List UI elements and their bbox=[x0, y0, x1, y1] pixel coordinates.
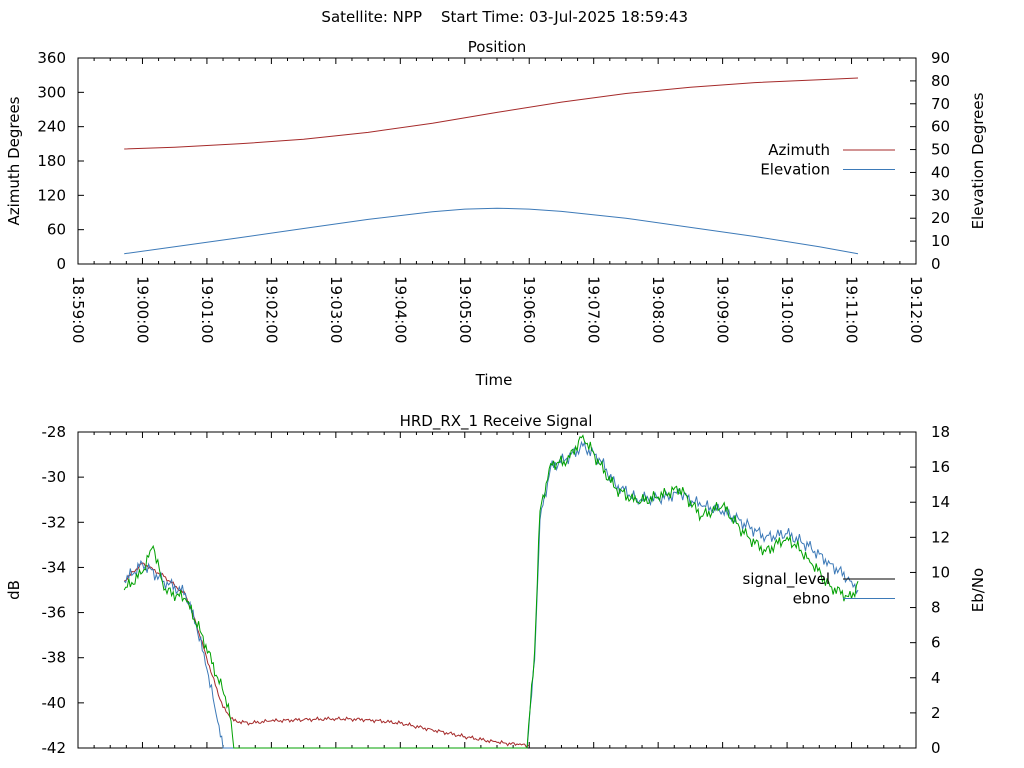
position-chart-title: Position bbox=[468, 38, 526, 56]
position-x-tick-label: 19:03:00 bbox=[327, 276, 345, 343]
position-y2-tick-label: 80 bbox=[931, 72, 950, 90]
signal-y-tick-label: -40 bbox=[42, 694, 67, 712]
ebno-axis-label: Eb/No bbox=[969, 568, 987, 612]
signal-y2-tick-label: 0 bbox=[931, 739, 941, 757]
position-y2-tick-label: 70 bbox=[931, 95, 950, 113]
position-x-tick-label: 19:11:00 bbox=[843, 276, 861, 343]
start-time-label: Start Time: 03-Jul-2025 18:59:43 bbox=[441, 8, 688, 26]
position-axes: 0 60 120 180 240 300 360 0 10 20 30 40 50 60 70 80 90 18:… bbox=[37, 49, 950, 343]
signal-y-tick-label: -34 bbox=[42, 558, 67, 576]
position-series-azimuth-line bbox=[124, 77, 859, 150]
position-y-tick-label: 300 bbox=[37, 83, 66, 101]
position-x-tick-label: 18:59:00 bbox=[69, 276, 87, 343]
position-legend: Azimuth Elevation bbox=[760, 141, 895, 179]
signal-y2-tick-label: 18 bbox=[931, 423, 950, 441]
signal-legend-label: signal_level bbox=[742, 570, 830, 589]
position-x-tick-label: 19:01:00 bbox=[198, 276, 216, 343]
signal-y2-tick-label: 2 bbox=[931, 704, 941, 722]
position-y-tick-label: 180 bbox=[37, 152, 66, 170]
signal-y2-tick-label: 6 bbox=[931, 634, 941, 652]
position-x-tick-label: 19:10:00 bbox=[778, 276, 796, 343]
position-x-tick-label: 19:00:00 bbox=[133, 276, 151, 343]
azimuth-axis-label: Azimuth Degrees bbox=[5, 96, 23, 225]
position-y2-tick-label: 10 bbox=[931, 232, 950, 250]
signal-series-ebno-line bbox=[123, 440, 859, 749]
position-y2-tick-label: 90 bbox=[931, 49, 950, 67]
signal-y2-tick-label: 10 bbox=[931, 563, 950, 581]
position-series bbox=[124, 77, 859, 255]
time-axis-label: Time bbox=[475, 371, 513, 389]
position-y2-tick-label: 40 bbox=[931, 163, 950, 181]
position-x-tick-label: 19:04:00 bbox=[391, 276, 409, 343]
signal-axes: -42 -40 -38 -36 -34 -32 -30 -28 0 2 4 6 8 10 12 14 16 18 bbox=[42, 423, 951, 757]
position-x-tick-label: 19:09:00 bbox=[714, 276, 732, 343]
position-y2-tick-label: 50 bbox=[931, 141, 950, 159]
signal-series bbox=[123, 434, 859, 749]
signal-y2-tick-label: 14 bbox=[931, 493, 950, 511]
signal-y-tick-label: -36 bbox=[42, 604, 67, 622]
signal-y2-tick-label: 8 bbox=[931, 599, 941, 617]
position-y2-tick-label: 60 bbox=[931, 118, 950, 136]
signal-y-tick-label: -30 bbox=[42, 468, 67, 486]
signal-y2-tick-label: 12 bbox=[931, 528, 950, 546]
signal-plot-frame bbox=[77, 431, 917, 749]
position-y-tick-label: 0 bbox=[56, 255, 66, 273]
position-y-tick-label: 120 bbox=[37, 186, 66, 204]
position-x-tick-label: 19:12:00 bbox=[907, 276, 925, 343]
position-y2-tick-label: 0 bbox=[931, 255, 941, 273]
signal-y-tick-label: -42 bbox=[42, 739, 67, 757]
position-legend-label: Elevation bbox=[760, 161, 830, 179]
position-y2-tick-label: 20 bbox=[931, 209, 950, 227]
elevation-axis-label: Elevation Degrees bbox=[969, 92, 987, 229]
position-x-tick-label: 19:02:00 bbox=[262, 276, 280, 343]
position-legend-label: Azimuth bbox=[768, 141, 830, 159]
signal-y-tick-label: -32 bbox=[42, 513, 67, 531]
db-axis-label: dB bbox=[5, 580, 23, 600]
signal-y2-tick-label: 4 bbox=[931, 669, 941, 687]
position-y-tick-label: 60 bbox=[47, 221, 66, 239]
position-x-tick-label: 19:05:00 bbox=[456, 276, 474, 343]
signal-chart-title: HRD_RX_1 Receive Signal bbox=[400, 412, 593, 431]
signal-y2-tick-label: 16 bbox=[931, 458, 950, 476]
position-x-tick-label: 19:08:00 bbox=[649, 276, 667, 343]
position-y-tick-label: 240 bbox=[37, 118, 66, 136]
position-series-elevation-line bbox=[124, 207, 859, 255]
signal-legend-label: ebno bbox=[793, 590, 830, 608]
signal-y-tick-label: -28 bbox=[42, 423, 67, 441]
position-y2-tick-label: 30 bbox=[931, 186, 950, 204]
signal-series-signal-level-line bbox=[124, 562, 530, 748]
signal-y-tick-label: -38 bbox=[42, 649, 67, 667]
position-y-tick-label: 360 bbox=[37, 49, 66, 67]
position-x-tick-label: 19:06:00 bbox=[520, 276, 538, 343]
signal-series-ebno-raw-line bbox=[123, 434, 859, 749]
position-x-tick-label: 19:07:00 bbox=[585, 276, 603, 343]
satellite-label: Satellite: NPP bbox=[321, 8, 422, 26]
